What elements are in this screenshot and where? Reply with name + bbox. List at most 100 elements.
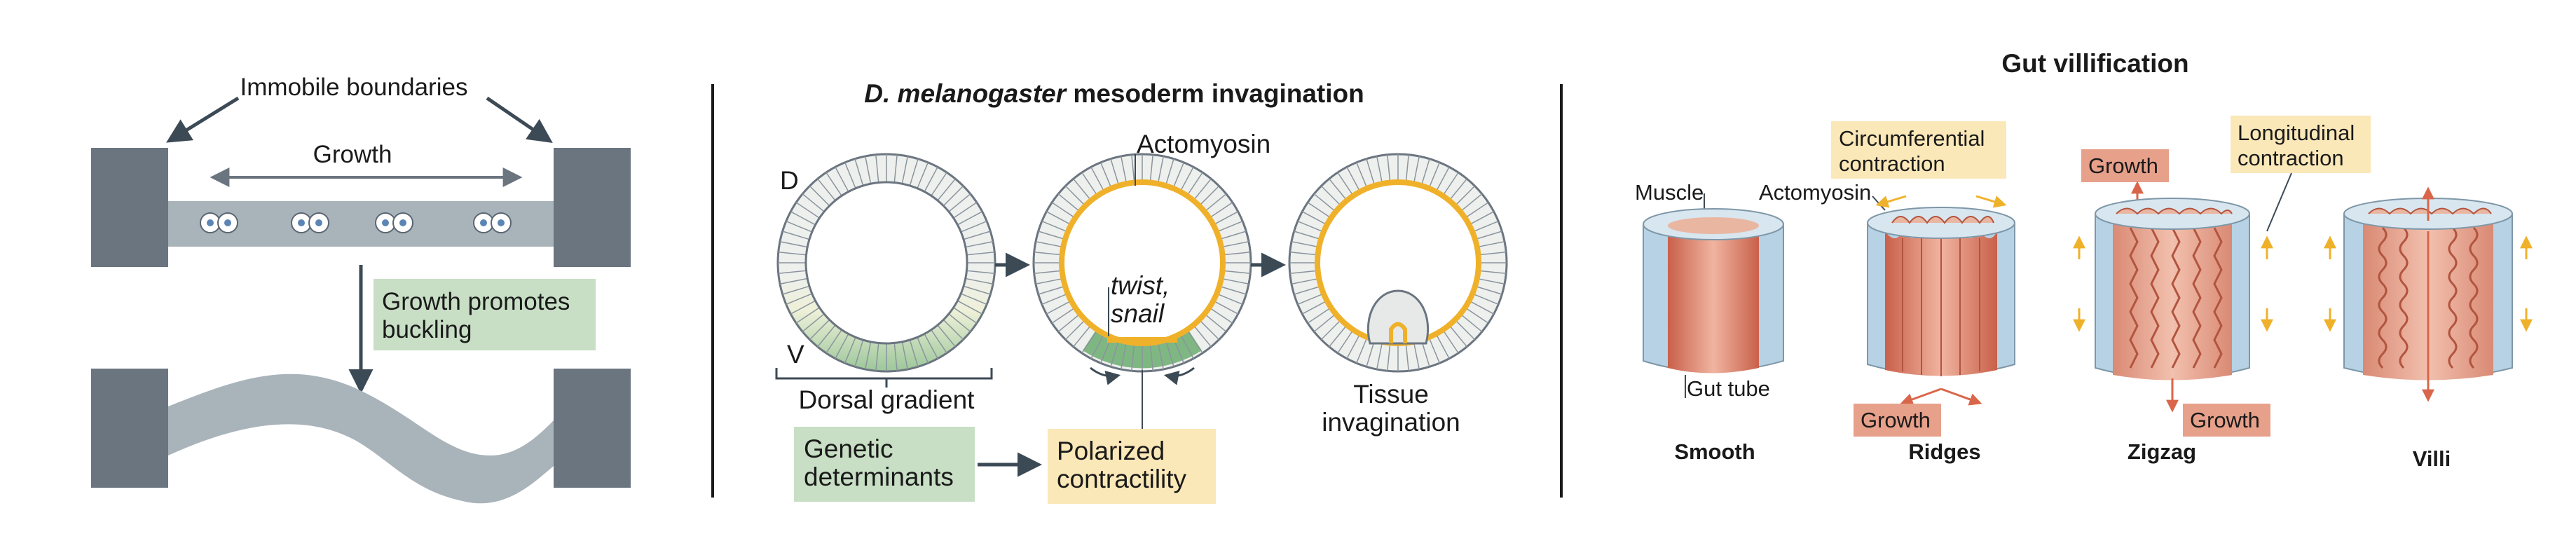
cell-wall [1366, 158, 1376, 186]
cell-wall [779, 278, 808, 285]
cell-wall [790, 211, 816, 226]
cell-wall [909, 339, 919, 367]
cell-wall [957, 300, 983, 315]
stage-ridges-label: Ridges [1908, 439, 1980, 464]
dorsal-gradient-bracket [775, 368, 993, 388]
cell-wall [778, 252, 807, 256]
cell-wall [1121, 341, 1128, 370]
cell-wall [1329, 178, 1348, 201]
cell-wall [1472, 293, 1499, 306]
embryo-invaginated [1288, 153, 1508, 373]
cell-wall [854, 158, 864, 186]
cell-wall [917, 336, 929, 364]
cell-wall [1131, 154, 1135, 183]
gut-tube-label: Gut tube [1687, 376, 1770, 401]
cell-wall [1313, 313, 1336, 332]
cell-wall [1041, 220, 1069, 233]
cell-wall [782, 285, 810, 295]
gut-ridges [1867, 207, 2015, 376]
cell-wall [948, 313, 971, 332]
cell-wall [966, 270, 995, 274]
polarized-contractility-line2: contractility [1057, 465, 1187, 493]
cell-wall [1216, 293, 1243, 306]
cell-wall [1186, 329, 1203, 354]
longitudinal-box [2231, 116, 2371, 173]
dividing-cell-icon [375, 212, 413, 233]
cell-wall [1387, 343, 1391, 371]
cell-wall [924, 166, 938, 192]
snail-label: snail [1111, 299, 1165, 328]
dividing-cell-icon [200, 212, 238, 233]
ventral-letter: V [787, 340, 804, 369]
embryo-cell-walls [1034, 154, 1251, 371]
cell-wall [1346, 334, 1361, 359]
cell-wall [1460, 193, 1483, 212]
cell-wall [802, 313, 825, 332]
cell-wall [931, 329, 947, 354]
cell-wall [795, 307, 820, 324]
buckling-label-line1: Growth promotes [382, 288, 570, 315]
immobile-boundaries-label: Immobile boundaries [240, 74, 468, 101]
ridges-growth-label: Growth [1861, 408, 1931, 432]
cell-wall [943, 185, 964, 207]
immobile-arrow-left [166, 96, 240, 143]
cell-wall [809, 319, 830, 341]
cell-wall [1442, 172, 1459, 196]
cell-wall [844, 162, 856, 189]
mesoderm-title-species: D. melanogaster [864, 79, 1067, 108]
cell-wall [1222, 270, 1251, 274]
cell-wall [1313, 193, 1336, 212]
cell-wall [825, 172, 842, 196]
cell-wall [1209, 202, 1233, 219]
cell-wall [1307, 202, 1331, 219]
cell-wall [1387, 154, 1391, 183]
polarized-contractility-box [1048, 429, 1216, 504]
cell-wall [957, 211, 983, 226]
cell-wall [865, 156, 872, 184]
cell-wall [965, 278, 994, 285]
cell-wall [1041, 293, 1069, 306]
cell-wall [1413, 341, 1420, 370]
cell-wall [1046, 300, 1071, 315]
cell-wall [1448, 324, 1467, 348]
panel-gut: Gut villification Muscle Actomyosin Gut … [1635, 49, 2533, 471]
cell-wall [1454, 319, 1476, 341]
cell-wall [1301, 211, 1327, 226]
cell-wall [778, 270, 807, 274]
cell-wall [1064, 319, 1086, 341]
cell-wall [1465, 307, 1489, 324]
gut-smooth [1643, 208, 1784, 374]
cell-wall [1081, 172, 1098, 196]
zigzag-growth-top-label: Growth [2088, 153, 2158, 178]
cell-wall [1186, 172, 1203, 196]
invagination-furrow [1366, 289, 1430, 345]
cell-wall [1209, 307, 1233, 324]
circumferential-line2: contraction [1839, 151, 1945, 176]
cell-wall [893, 154, 898, 183]
cell-wall [960, 293, 987, 306]
dividing-cell-icons [200, 212, 512, 233]
cell-wall [844, 336, 856, 364]
genetic-determinants-box [794, 427, 975, 502]
cell-wall [1221, 241, 1249, 248]
cell-wall [1057, 313, 1081, 332]
cell-wall [1478, 252, 1507, 256]
cell-wall [1046, 211, 1071, 226]
cell-wall [1051, 202, 1076, 219]
cell-wall [854, 339, 864, 367]
cell-wall [965, 241, 994, 248]
cell-wall [1219, 285, 1247, 295]
gut-title: Gut villification [2001, 49, 2188, 78]
cell-wall [963, 285, 991, 295]
cell-wall [1213, 211, 1239, 226]
cell-wall [1221, 278, 1249, 285]
cell-wall [1291, 278, 1320, 285]
cell-wall [1165, 158, 1174, 186]
cell-wall [1034, 270, 1062, 274]
constriction-arrow-left [1090, 366, 1121, 385]
circ-arrow-left [1875, 195, 1907, 208]
cell-wall [1051, 307, 1076, 324]
cell-wall [1064, 185, 1086, 207]
cell-wall [1172, 162, 1185, 189]
tissue-invagination-line1: Tissue [1353, 380, 1429, 409]
